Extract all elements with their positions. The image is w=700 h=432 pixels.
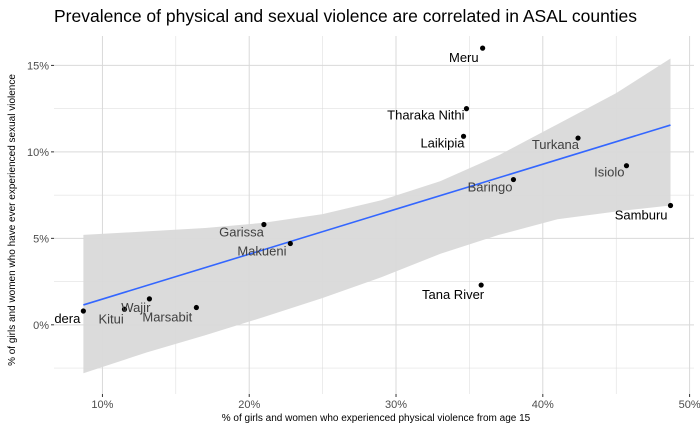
point-makueni xyxy=(287,240,293,247)
point-garissa xyxy=(261,221,267,228)
point-dera xyxy=(80,308,86,314)
chart-title: Prevalence of physical and sexual violen… xyxy=(54,6,638,26)
label-baringo: Baringo xyxy=(468,180,513,195)
x-tick-label: 10% xyxy=(91,399,113,411)
point-marsabit xyxy=(193,304,199,311)
label-laikipia: Laikipia xyxy=(420,135,465,150)
point-tharaka-nithi xyxy=(463,106,470,112)
confidence-band xyxy=(83,58,671,374)
label-tana-river: Tana River xyxy=(422,287,485,302)
point-baringo xyxy=(510,176,517,183)
y-tick-label: 10% xyxy=(27,147,49,159)
label-wajir: Wajir xyxy=(121,300,151,315)
point-samburu xyxy=(667,202,674,209)
point-kitui xyxy=(121,306,128,312)
point-wajir xyxy=(146,296,153,302)
x-tick-label: 30% xyxy=(385,399,407,411)
x-tick-label: 50% xyxy=(679,399,700,411)
label-turkana: Turkana xyxy=(532,137,580,152)
y-tick-label: 15% xyxy=(27,60,49,72)
label-tharaka-nithi: Tharaka Nithi xyxy=(387,108,464,123)
label-marsabit: Marsabit xyxy=(142,310,192,325)
x-tick-label: 40% xyxy=(532,399,554,411)
label-samburu: Samburu xyxy=(615,207,668,222)
x-axis-ticks: 10% 20% 30% 40% 50% xyxy=(91,394,700,411)
label-makueni: Makueni xyxy=(237,244,286,259)
label-garissa: Garissa xyxy=(219,225,265,240)
y-tick-label: 5% xyxy=(33,233,49,245)
point-isiolo xyxy=(623,163,630,169)
point-labels: Meru Tharaka Nithi Laikipia Turkana Isiolo Ba… xyxy=(54,50,667,326)
y-axis-ticks: 0% 5% 10% 15% xyxy=(27,60,54,332)
point-laikipia xyxy=(460,133,467,139)
label-dera: dera xyxy=(54,311,81,326)
trend-line xyxy=(83,124,671,306)
y-tick-label: 0% xyxy=(33,320,49,332)
label-meru: Meru xyxy=(449,50,479,65)
point-tana-river xyxy=(478,282,484,288)
x-tick-label: 20% xyxy=(238,399,260,411)
label-isiolo: Isiolo xyxy=(594,165,624,180)
label-kitui: Kitui xyxy=(98,311,123,326)
y-axis-title: % of girls and women who have ever exper… xyxy=(7,74,18,366)
point-turkana xyxy=(575,135,581,141)
data-points xyxy=(80,45,674,314)
x-axis-title: % of girls and women who experienced phy… xyxy=(222,413,531,424)
point-meru xyxy=(480,45,486,51)
